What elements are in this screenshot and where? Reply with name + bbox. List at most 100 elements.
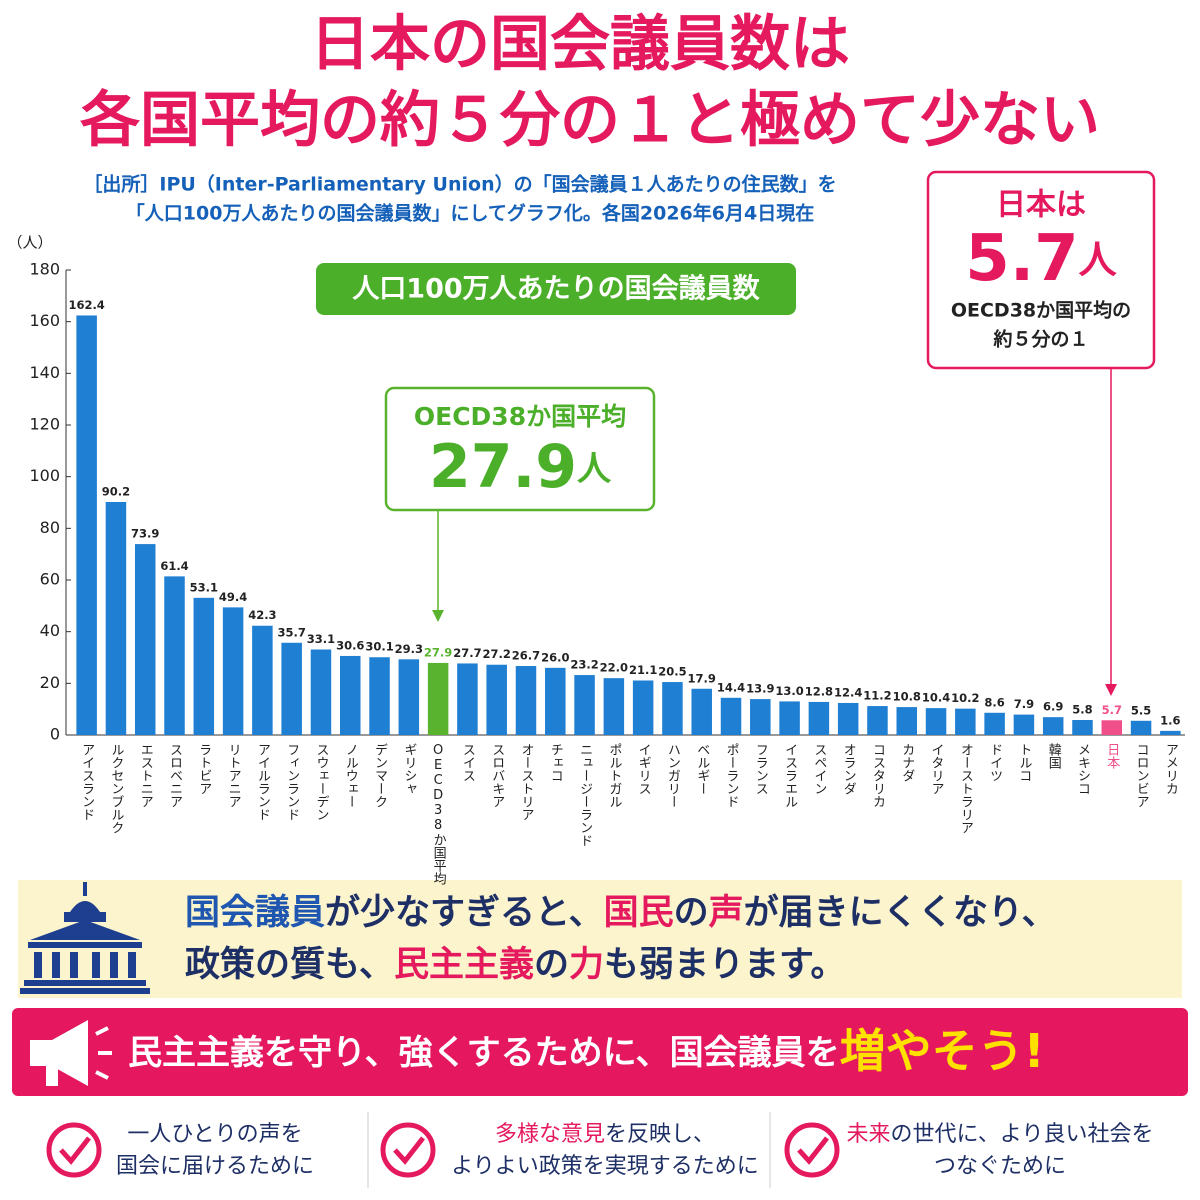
value-label: 90.2 <box>102 484 130 498</box>
bar <box>1042 717 1064 735</box>
bar <box>574 675 595 735</box>
text-segment: 民主主義 <box>394 945 534 985</box>
value-label: 73.9 <box>131 527 159 541</box>
x-tick-label: デンマーク <box>372 743 387 808</box>
y-tick-label: 120 <box>29 415 60 434</box>
text-segment: 未来 <box>847 1122 891 1147</box>
bar <box>310 649 332 735</box>
value-label: 10.2 <box>951 691 979 705</box>
bar <box>1072 720 1093 735</box>
reason-line: 国会に届けるために <box>116 1154 314 1179</box>
bar <box>222 607 244 735</box>
x-tick-label: ギリシャ <box>401 743 416 795</box>
y-unit: （人） <box>7 234 52 252</box>
callout-unit: 人 <box>577 449 612 489</box>
callout-title: 日本は <box>996 188 1086 223</box>
value-label: 42.3 <box>248 608 276 622</box>
x-tick-label: スロベニア <box>167 743 183 808</box>
bar <box>808 701 830 735</box>
bar <box>193 597 215 735</box>
callout-number: 27.9 <box>429 432 577 502</box>
x-tick-label: スロバキア <box>489 743 505 808</box>
bar <box>1130 720 1152 735</box>
x-tick-label: トルコ <box>1016 743 1031 782</box>
bar <box>105 501 127 735</box>
x-tick-label: アイルランド <box>255 743 270 821</box>
bar <box>281 642 302 735</box>
value-label: 7.9 <box>1014 697 1034 711</box>
value-label: 61.4 <box>160 559 188 573</box>
y-tick-label: 80 <box>40 518 60 537</box>
y-tick-label: 0 <box>50 725 60 744</box>
x-tick-label: ルクセンブルク <box>108 743 124 834</box>
value-label: 12.4 <box>834 685 862 699</box>
value-label: 8.6 <box>984 695 1004 709</box>
y-tick-label: 100 <box>29 466 60 485</box>
callout-line: OECD38か国平均の <box>951 299 1131 322</box>
banner-emphasis: 増やそう! <box>840 1024 1045 1078</box>
x-tick-label: オーストラリア <box>958 743 973 834</box>
value-label: 30.6 <box>336 638 364 652</box>
x-tick-label: ポルトガル <box>606 743 621 808</box>
y-tick-label: 40 <box>40 621 60 640</box>
value-label: 21.1 <box>629 663 657 677</box>
x-tick-label: コスタリカ <box>870 743 885 808</box>
bar <box>691 688 712 735</box>
text-segment: 多様な意見 <box>495 1122 605 1147</box>
callout-unit: 人 <box>1079 238 1118 282</box>
bar <box>837 702 859 735</box>
x-tick-label: スイス <box>460 743 475 782</box>
reason-line: よりよい政策を実現するために <box>451 1154 759 1179</box>
bar <box>398 659 420 735</box>
text-segment: を反映し、 <box>605 1122 715 1147</box>
value-label: 23.2 <box>570 658 598 672</box>
text-segment: の世代に、より良い社会を <box>891 1122 1154 1147</box>
bar <box>1013 714 1035 735</box>
x-tick-label: スウェーデン <box>313 743 328 821</box>
bar <box>896 707 918 735</box>
x-tick-label: アイスランド <box>79 743 94 821</box>
bar <box>720 697 742 735</box>
bar <box>750 699 771 735</box>
text-segment: 一人ひとりの声を <box>127 1122 302 1147</box>
value-label: 20.5 <box>658 665 686 679</box>
text-segment: 国会議員 <box>185 893 325 933</box>
title-line: 各国平均の約５分の１と極めて少ない <box>80 86 1100 156</box>
source-line: 「人口100万人あたりの国会議員数」にしてグラフ化。各国2026年6月4日現在 <box>126 202 814 225</box>
x-tick-label: ポーランド <box>724 743 739 808</box>
x-tick-label: リトアニア <box>226 743 241 808</box>
bar <box>164 576 185 735</box>
callout-title: OECD38か国平均 <box>414 402 626 431</box>
value-label: 10.8 <box>893 690 921 704</box>
value-label: 5.7 <box>1102 703 1122 717</box>
callout-line: 約５分の１ <box>992 328 1088 351</box>
bar <box>779 701 800 735</box>
x-tick-label: メキシコ <box>1075 743 1090 795</box>
message-line: 国会議員が少なすぎると、国民の声が届きにくくなり、 <box>185 893 1057 933</box>
bar <box>339 655 361 735</box>
value-label: 49.4 <box>219 590 247 604</box>
value-label: 5.5 <box>1131 703 1151 717</box>
x-tick-label: ノルウェー <box>343 743 358 808</box>
x-tick-label: イタリア <box>929 743 944 795</box>
text-segment: 力 <box>569 945 604 985</box>
value-label: 13.0 <box>775 684 803 698</box>
bar <box>427 662 449 735</box>
x-tick-label: イスラエル <box>782 743 797 808</box>
reason-line: 多様な意見を反映し、 <box>495 1122 715 1147</box>
message-line: 政策の質も、民主主義の力も弱まります。 <box>185 945 846 985</box>
value-label: 26.0 <box>541 650 569 664</box>
x-tick-label: エストニア <box>138 743 153 808</box>
bar <box>1101 720 1123 735</box>
value-label: 29.3 <box>395 642 423 656</box>
bar <box>134 544 156 735</box>
x-tick-label: オーストリア <box>518 743 533 821</box>
bar <box>955 708 976 735</box>
callout-value: 5.7人 <box>965 222 1117 296</box>
x-tick-label: OECD38か国平均 <box>431 743 447 885</box>
value-label: 26.7 <box>512 649 540 663</box>
callout-box <box>384 386 656 512</box>
callout-value: 27.9人 <box>429 432 612 502</box>
x-tick-label: フィンランド <box>284 743 299 821</box>
